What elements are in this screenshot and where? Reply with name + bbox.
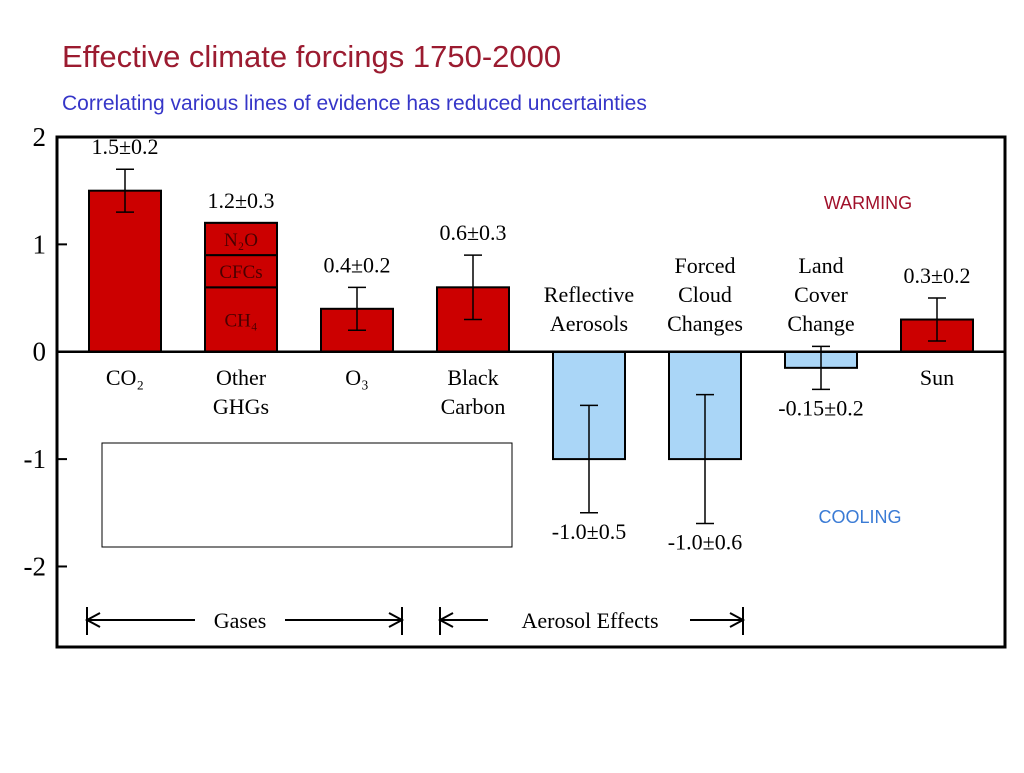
empty-box (101, 442, 513, 548)
bar-segment (204, 286, 278, 353)
warming-label: WARMING (824, 193, 912, 213)
bar-segment (204, 254, 278, 289)
plot-frame (55, 135, 1007, 649)
subtitle: Correlating various lines of evidence ha… (62, 92, 647, 115)
x-tick-label: Forced Cloud Changes (667, 253, 743, 336)
bar (88, 189, 162, 353)
y-tick-label: -2 (24, 551, 47, 581)
segment-label: CH₄ (224, 311, 257, 332)
value-label: 0.6±0.3 (439, 220, 506, 245)
bar-segment (204, 221, 278, 257)
segment-label: CFCs (219, 262, 262, 283)
value-label: -1.0±0.5 (552, 519, 626, 544)
x-tick-label: Land Cover Change (787, 253, 854, 336)
y-tick-label: -1 (24, 444, 47, 474)
x-tick-label: Other GHGs (213, 365, 269, 419)
x-tick-label: CO₂ (106, 365, 144, 390)
y-tick-label: 1 (33, 229, 47, 259)
value-label: 1.2±0.3 (207, 188, 274, 213)
cooling-label: COOLING (818, 507, 901, 527)
value-label: 0.4±0.2 (323, 252, 390, 277)
x-tick-label: Reflective Aerosols (544, 282, 634, 336)
segment-label: N₂O (224, 230, 258, 251)
gases-bracket (84, 607, 405, 635)
value-label: 1.5±0.2 (91, 134, 158, 159)
aerosol-label: Aerosol Effects (521, 608, 658, 633)
gases-label: Gases (214, 608, 267, 633)
x-tick-label: O₃ (345, 365, 369, 390)
aerosol-bracket (437, 607, 746, 635)
value-label: -0.15±0.2 (778, 395, 863, 420)
x-tick-label: Sun (920, 365, 954, 390)
y-tick-label: 0 (33, 337, 47, 367)
title: Effective climate forcings 1750-2000 (62, 39, 561, 74)
y-tick-label: 2 (33, 122, 47, 152)
value-label: 0.3±0.2 (903, 263, 970, 288)
x-tick-label: Black Carbon (441, 365, 506, 419)
value-label: -1.0±0.6 (668, 530, 742, 555)
